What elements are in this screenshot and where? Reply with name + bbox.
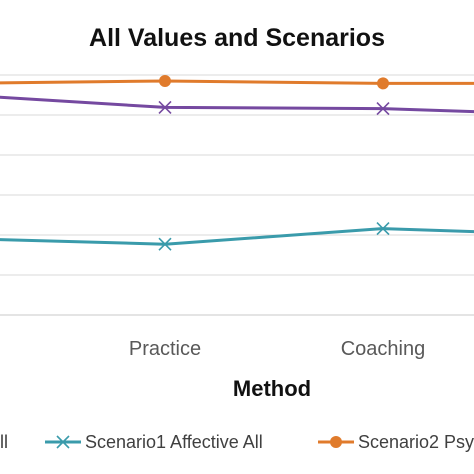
series-line <box>0 95 474 114</box>
legend-label: Scenario1 Affective All <box>85 432 263 452</box>
series-line <box>0 79 474 85</box>
series-3 <box>0 95 474 116</box>
data-point <box>375 222 391 236</box>
legend-label: ll <box>0 432 8 452</box>
data-point <box>377 77 389 90</box>
series-layer <box>0 75 474 251</box>
x-axis-title: Method <box>233 376 311 401</box>
series-2 <box>0 75 474 90</box>
legend-marker <box>55 435 71 449</box>
data-point <box>157 237 173 251</box>
x-tick-label: Practice <box>129 338 201 360</box>
chart-title: All Values and Scenarios <box>89 24 385 52</box>
data-point <box>375 102 391 116</box>
x-tick-labels: Practice Coaching <box>129 338 425 360</box>
series-1 <box>0 222 474 251</box>
grid-lines <box>0 74 474 316</box>
data-point <box>159 75 171 87</box>
legend-marker <box>330 436 342 448</box>
legend: ll Scenario1 Affective All Scenario2 Psy <box>0 432 474 452</box>
legend-item: Scenario2 Psy <box>318 432 474 452</box>
data-point <box>157 100 173 114</box>
x-tick-label: Coaching <box>341 338 426 360</box>
legend-label: Scenario2 Psy <box>358 432 474 452</box>
series-line <box>0 227 474 246</box>
legend-item: Scenario1 Affective All <box>45 432 263 452</box>
